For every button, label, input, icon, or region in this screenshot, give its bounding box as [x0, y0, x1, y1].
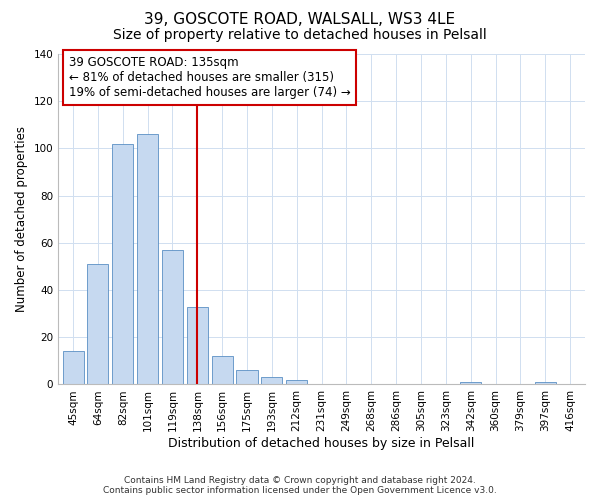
- Text: Size of property relative to detached houses in Pelsall: Size of property relative to detached ho…: [113, 28, 487, 42]
- Bar: [62, 352, 83, 384]
- Text: 39, GOSCOTE ROAD, WALSALL, WS3 4LE: 39, GOSCOTE ROAD, WALSALL, WS3 4LE: [145, 12, 455, 28]
- Bar: [236, 370, 257, 384]
- Bar: [88, 264, 109, 384]
- Bar: [187, 306, 208, 384]
- Bar: [162, 250, 183, 384]
- Text: Contains HM Land Registry data © Crown copyright and database right 2024.
Contai: Contains HM Land Registry data © Crown c…: [103, 476, 497, 495]
- Bar: [535, 382, 556, 384]
- Bar: [137, 134, 158, 384]
- Bar: [286, 380, 307, 384]
- Bar: [262, 378, 283, 384]
- Bar: [460, 382, 481, 384]
- Bar: [112, 144, 133, 384]
- Y-axis label: Number of detached properties: Number of detached properties: [15, 126, 28, 312]
- X-axis label: Distribution of detached houses by size in Pelsall: Distribution of detached houses by size …: [169, 437, 475, 450]
- Text: 39 GOSCOTE ROAD: 135sqm
← 81% of detached houses are smaller (315)
19% of semi-d: 39 GOSCOTE ROAD: 135sqm ← 81% of detache…: [69, 56, 350, 98]
- Bar: [212, 356, 233, 384]
